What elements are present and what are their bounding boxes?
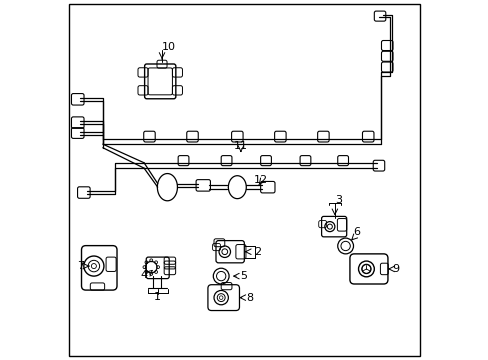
Text: 2: 2	[254, 247, 261, 257]
Text: 6: 6	[352, 228, 359, 237]
Text: 3: 3	[334, 195, 341, 206]
Text: 4: 4	[140, 270, 147, 280]
Text: 1: 1	[154, 292, 161, 302]
Text: 9: 9	[392, 264, 399, 274]
Text: 7: 7	[77, 261, 83, 271]
Text: 8: 8	[246, 293, 253, 303]
Text: 11: 11	[233, 140, 247, 150]
Text: 5: 5	[240, 271, 246, 281]
Text: 10: 10	[162, 42, 176, 52]
Text: 12: 12	[253, 175, 267, 185]
